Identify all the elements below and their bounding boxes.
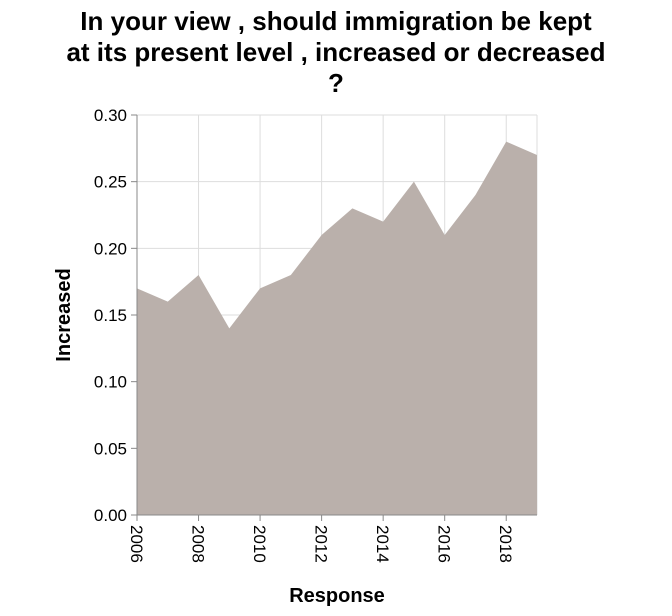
y-tick-label: 0.10 xyxy=(94,373,127,392)
y-axis-title: Increased xyxy=(53,268,75,361)
x-tick-label: 2016 xyxy=(435,525,454,563)
x-axis-title: Response xyxy=(289,585,385,607)
y-tick-label: 0.05 xyxy=(94,439,127,458)
y-tick-label: 0.20 xyxy=(94,239,127,258)
x-tick-label: 2012 xyxy=(312,525,331,563)
x-tick-label: 2006 xyxy=(127,525,146,563)
x-tick-label: 2014 xyxy=(373,525,392,563)
y-tick-label: 0.30 xyxy=(94,106,127,125)
area-series xyxy=(137,142,537,515)
y-tick-label: 0.00 xyxy=(94,506,127,525)
x-tick-label: 2008 xyxy=(189,525,208,563)
x-tick-label: 2010 xyxy=(250,525,269,563)
x-tick-label: 2018 xyxy=(496,525,515,563)
y-tick-label: 0.15 xyxy=(94,306,127,325)
y-tick-label: 0.25 xyxy=(94,173,127,192)
